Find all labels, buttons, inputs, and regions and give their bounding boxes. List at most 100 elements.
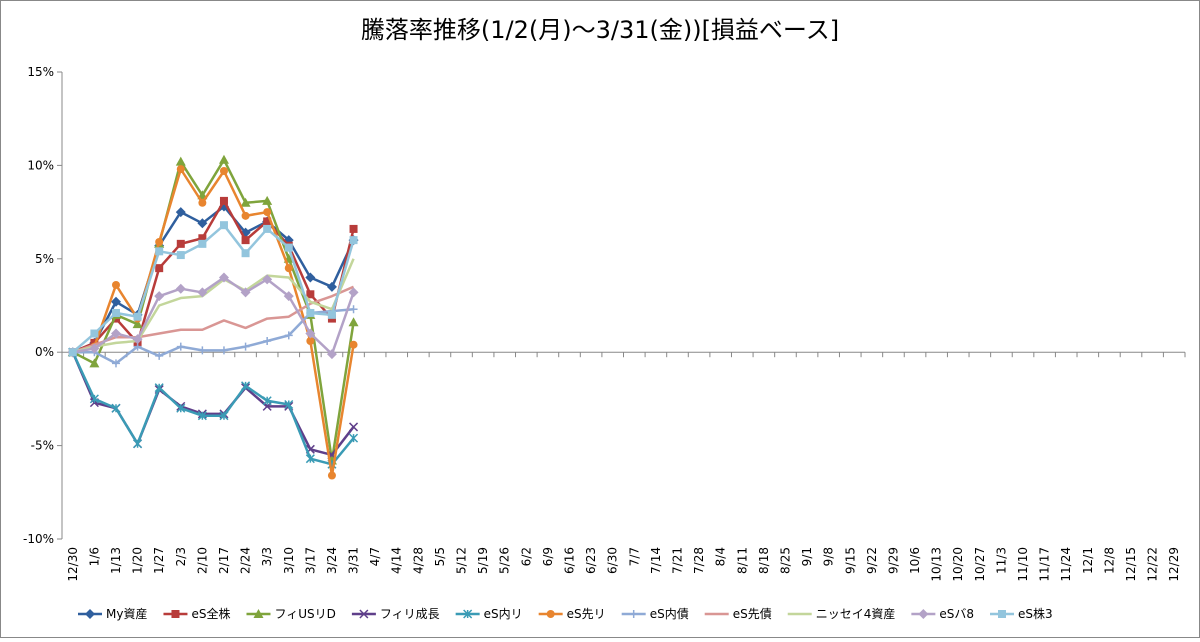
marker: [349, 305, 358, 314]
marker: [349, 422, 359, 432]
series-line: [72, 199, 355, 354]
marker: [155, 247, 164, 256]
marker: [284, 331, 293, 340]
legend-label: eS株3: [1018, 606, 1053, 621]
x-tick-label: 1/13: [109, 547, 123, 574]
x-tick-label: 12/29: [1167, 547, 1181, 582]
x-tick-label: 7/21: [670, 547, 684, 574]
x-tick-label: 6/9: [541, 547, 555, 566]
legend-label: eS内債: [650, 606, 689, 621]
marker: [111, 280, 120, 289]
marker: [305, 272, 316, 283]
x-tick-label: 8/18: [757, 547, 771, 574]
marker: [197, 218, 208, 229]
marker: [263, 208, 272, 217]
x-tick-label: 1/20: [131, 547, 145, 574]
legend-label: My資産: [106, 606, 147, 621]
marker: [240, 287, 251, 298]
marker: [68, 348, 77, 357]
marker: [546, 610, 555, 618]
marker: [176, 342, 185, 351]
marker: [284, 264, 293, 273]
legend-label: eS先債: [733, 606, 772, 621]
x-tick-label: 9/1: [800, 547, 814, 566]
marker: [326, 349, 337, 360]
x-tick-label: 6/30: [606, 547, 620, 574]
marker: [263, 336, 272, 345]
marker: [263, 217, 272, 226]
marker: [89, 343, 100, 354]
legend-label: eSバ8: [939, 607, 974, 621]
marker: [176, 251, 185, 260]
legend-label: eS内リ: [484, 607, 523, 621]
series-line: [72, 205, 355, 354]
x-tick-label: 7/14: [649, 547, 663, 574]
marker: [133, 312, 142, 321]
marker: [349, 236, 358, 245]
x-tick-label: 9/8: [822, 547, 836, 566]
x-tick-label: 4/28: [411, 547, 425, 574]
marker: [327, 310, 336, 319]
x-tick-label: 5/19: [476, 547, 490, 574]
x-tick-label: 7/7: [627, 547, 641, 566]
marker: [348, 287, 359, 298]
marker: [171, 610, 180, 618]
marker: [241, 381, 251, 391]
marker: [326, 281, 337, 292]
x-tick-label: 6/16: [563, 547, 577, 574]
marker: [198, 234, 207, 243]
marker: [241, 342, 250, 351]
marker: [262, 396, 272, 406]
y-tick-label: -5%: [31, 439, 54, 453]
x-tick-label: 12/22: [1146, 547, 1160, 582]
x-tick-label: 3/24: [325, 547, 339, 574]
marker: [176, 239, 185, 248]
x-tick-label: 2/10: [195, 547, 209, 574]
marker: [90, 329, 99, 338]
x-tick-label: 4/7: [368, 547, 382, 566]
marker: [218, 272, 229, 283]
marker: [241, 249, 250, 258]
x-tick-label: 11/10: [1016, 547, 1030, 582]
marker: [133, 439, 143, 449]
y-tick-label: -10%: [23, 532, 54, 546]
marker: [198, 346, 207, 355]
legend-label: フィUSリD: [274, 607, 335, 621]
x-tick-label: 1/6: [87, 547, 101, 566]
marker: [175, 283, 186, 294]
x-tick-label: 11/3: [994, 547, 1008, 574]
y-tick-label: 15%: [27, 65, 54, 79]
marker: [154, 383, 164, 393]
marker: [327, 471, 336, 480]
marker: [111, 308, 120, 317]
x-tick-label: 7/28: [692, 547, 706, 574]
legend-label: eS先リ: [567, 607, 606, 621]
marker: [198, 198, 207, 207]
marker: [132, 334, 143, 345]
x-tick-label: 9/22: [865, 547, 879, 574]
x-tick-label: 8/11: [735, 547, 749, 574]
x-tick-label: 2/24: [239, 547, 253, 574]
x-tick-label: 8/25: [778, 547, 792, 574]
x-tick-label: 3/31: [347, 547, 361, 574]
marker: [463, 609, 473, 619]
marker: [155, 351, 164, 360]
marker: [175, 207, 186, 218]
marker: [176, 403, 186, 413]
x-tick-label: 5/26: [498, 547, 512, 574]
x-tick-label: 12/8: [1102, 547, 1116, 574]
marker: [349, 224, 358, 233]
marker: [110, 328, 121, 339]
x-tick-label: 1/27: [152, 547, 166, 574]
marker: [305, 454, 315, 464]
marker: [253, 609, 264, 618]
x-tick-label: 12/30: [66, 547, 80, 582]
marker: [219, 411, 229, 421]
x-tick-label: 5/5: [433, 547, 447, 566]
marker: [284, 399, 294, 410]
legend-label: ニッセイ4資産: [816, 606, 896, 621]
x-tick-label: 10/20: [951, 547, 965, 582]
